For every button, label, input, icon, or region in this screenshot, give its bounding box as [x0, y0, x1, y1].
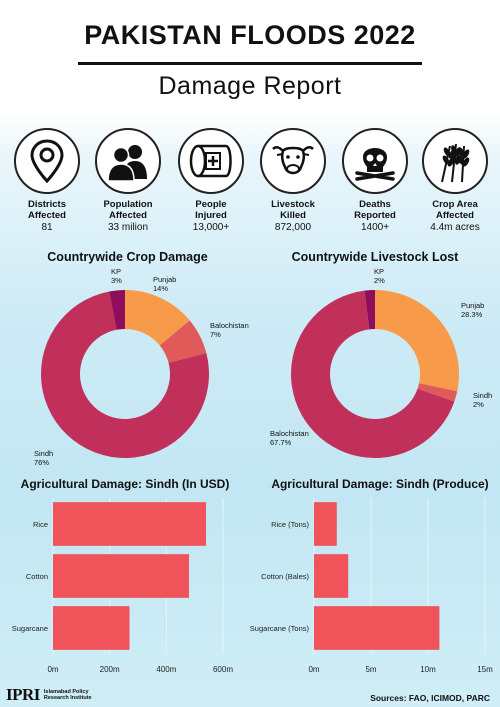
stat-population: Population Affected 33 milion: [87, 128, 169, 233]
x-tick-label: 5m: [365, 665, 376, 674]
donut-slice-kp: [109, 290, 125, 330]
donut-slice-kp: [364, 290, 375, 330]
map-pin-icon: [14, 128, 80, 194]
stat-deaths: Deaths Reported 1400+: [334, 128, 416, 233]
stat-injured: People Injured 13,000+: [170, 128, 252, 233]
stat-value: 13,000+: [192, 222, 230, 233]
stat-districts: Districts Affected 81: [6, 128, 88, 233]
stat-value: 4.4m acres: [430, 222, 480, 233]
category-label: Cotton (Bales): [261, 572, 309, 581]
category-label: Rice: [33, 520, 48, 529]
slice-label: KP: [374, 267, 384, 276]
page-title: PAKISTAN FLOODS 2022: [84, 20, 416, 50]
slice-label: Punjab: [153, 275, 176, 284]
slice-label: Sindh: [34, 449, 53, 458]
x-tick-label: 0m: [47, 665, 58, 674]
slice-value-label: 67.7%: [270, 438, 292, 447]
bar-cotton: [53, 554, 189, 598]
donut-slice-sindh: [417, 383, 458, 402]
sources-note: Sources: FAO, ICIMOD, PARC: [370, 693, 490, 703]
stat-crop-area: Crop Area Affected 4.4m acres: [414, 128, 496, 233]
ipri-logo: IPRI Islamabad Policy Research Institute: [6, 685, 92, 704]
slice-value-label: 7%: [210, 330, 221, 339]
slice-label: KP: [111, 267, 121, 276]
slice-value-label: 28.3%: [461, 310, 483, 319]
slice-label: Balochistan: [210, 321, 249, 330]
crop-damage-title: Countrywide Crop Damage: [47, 250, 208, 264]
stat-value: 1400+: [360, 222, 390, 233]
slice-value-label: 2%: [473, 400, 484, 409]
slice-label: Punjab: [461, 301, 484, 310]
cow-icon: [260, 128, 326, 194]
bar-rice-tons-: [314, 502, 337, 546]
category-label: Cotton: [26, 572, 48, 581]
people-icon: [95, 128, 161, 194]
bar-sugarcane-tons-: [314, 606, 440, 650]
produce-damage-bar-chart: 0m 5m 10m 15m Rice (Tons) Cotton (Bales) Sugar…: [250, 498, 493, 674]
x-tick-label: 10m: [420, 665, 436, 674]
category-label: Sugarcane: [12, 624, 48, 633]
x-tick-label: 0m: [308, 665, 319, 674]
title-divider: [78, 62, 422, 65]
stat-value: 81: [41, 222, 53, 233]
slice-value-label: 76%: [34, 458, 49, 467]
stat-value: 872,000: [274, 222, 312, 233]
produce-damage-title: Agricultural Damage: Sindh (Produce): [271, 477, 489, 491]
donut-slice-sindh: [41, 291, 209, 458]
slice-value-label: 14%: [153, 284, 168, 293]
slice-value-label: 3%: [111, 276, 122, 285]
x-tick-label: 200m: [100, 665, 120, 674]
stat-value: 33 milion: [107, 222, 149, 233]
page-subtitle: Damage Report: [158, 72, 342, 100]
donut-slice-punjab: [375, 290, 459, 392]
bar-sugarcane: [53, 606, 130, 650]
slice-label: Sindh: [473, 391, 492, 400]
bandage-icon: [178, 128, 244, 194]
bar-cotton-bales-: [314, 554, 349, 598]
category-label: Rice (Tons): [271, 520, 309, 529]
category-label: Sugarcane (Tons): [250, 624, 309, 633]
donut-slice-balochistan: [291, 290, 455, 458]
slice-value-label: 2%: [374, 276, 385, 285]
livestock-lost-title: Countrywide Livestock Lost: [291, 250, 459, 264]
x-tick-label: 400m: [156, 665, 176, 674]
x-tick-label: 15m: [477, 665, 493, 674]
stat-livestock: Livestock Killed 872,000: [252, 128, 334, 233]
wheat-icon: [422, 128, 488, 194]
stats-row: Districts Affected 81 Population Affected …: [0, 128, 500, 238]
usd-damage-bar-chart: 0m 200m 400m 600m Rice Cotton Sugarcane: [12, 498, 233, 674]
x-tick-label: 600m: [213, 665, 233, 674]
bar-rice: [53, 502, 206, 546]
donut-slice-balochistan: [159, 320, 207, 363]
skull-icon: [342, 128, 408, 194]
slice-label: Balochistan: [270, 429, 309, 438]
donut-slice-punjab: [125, 290, 190, 346]
usd-damage-title: Agricultural Damage: Sindh (In USD): [20, 477, 230, 491]
